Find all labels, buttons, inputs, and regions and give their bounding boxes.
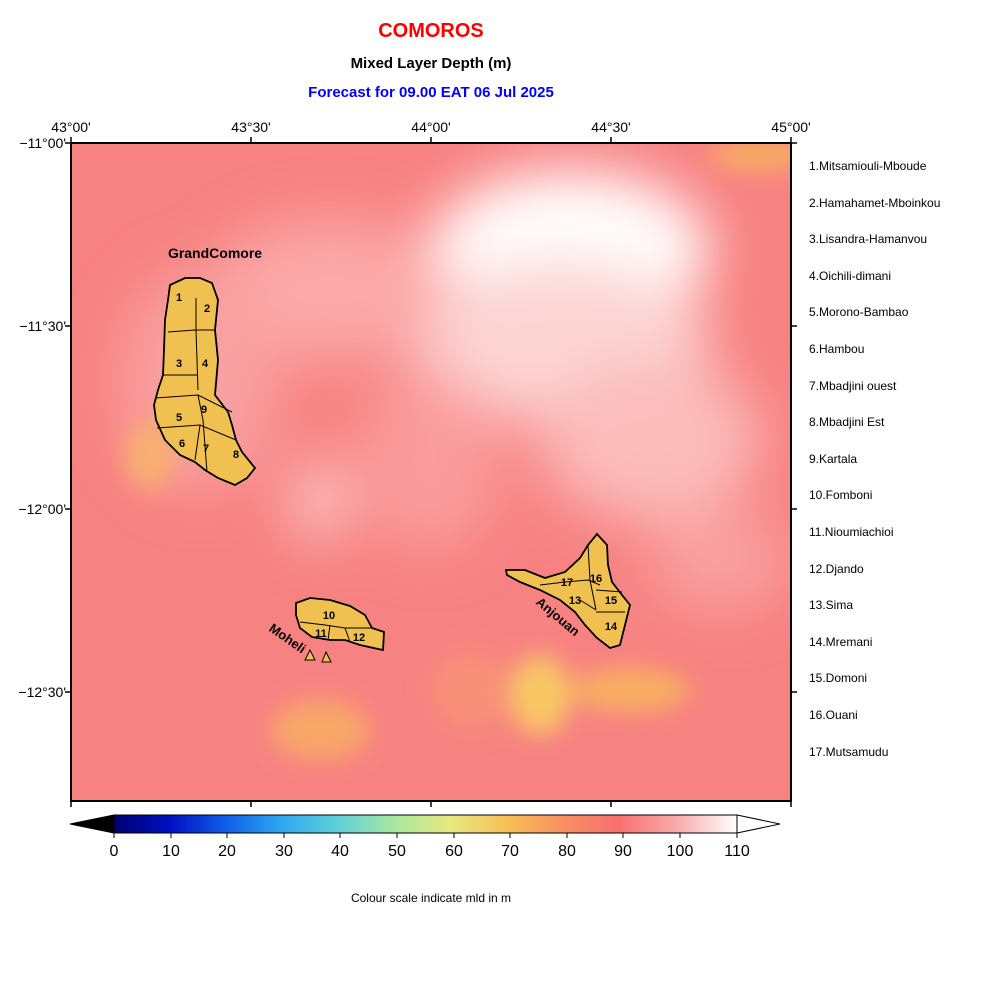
district-legend-item: 14.Mremani (809, 634, 873, 649)
district-number: 5 (176, 412, 182, 424)
district-legend-item: 2.Hamahamet-Mboinkou (809, 195, 941, 210)
district-legend-item: 3.Lisandra-Hamanvou (809, 232, 928, 247)
district-number: 1 (176, 292, 182, 304)
district-legend-item: 15.Domoni (809, 671, 868, 686)
district-number: 17 (561, 577, 573, 589)
lon-tick-label: 43°00' (51, 119, 91, 135)
lat-tick-label: −12°00' (18, 501, 66, 517)
lat-tick-label: −11°30' (19, 318, 66, 334)
district-legend-item: 6.Hambou (809, 341, 865, 356)
island-label-grand-comore: GrandComore (168, 245, 262, 261)
colorbar-label: 100 (666, 843, 694, 860)
colorbar-label: 60 (445, 843, 463, 860)
colorbar-label: 80 (558, 843, 576, 860)
district-legend-item: 11.Nioumiachioi (809, 524, 894, 539)
lon-tick-label: 44°30' (591, 119, 631, 135)
district-legend-item: 1.Mitsamiouli-Mboude (809, 159, 927, 173)
district-legend-item: 8.Mbadjini Est (809, 415, 885, 430)
district-number: 3 (176, 358, 182, 370)
grand-comore-island (153, 277, 257, 487)
district-legend-item: 16.Ouani (809, 707, 858, 722)
map-subtitle: Mixed Layer Depth (m) (350, 55, 512, 72)
colorbar-label: 10 (162, 843, 180, 860)
lat-tick-label: −11°00' (19, 135, 66, 151)
lon-tick-label: 44°00' (411, 119, 451, 135)
axis-ticks (65, 137, 797, 807)
colorbar-label: 20 (218, 843, 236, 860)
district-legend-item: 5.Morono-Bambao (809, 305, 909, 320)
district-legend-item: 13.Sima (809, 598, 854, 613)
district-number: 13 (569, 595, 581, 607)
district-legend-item: 7.Mbadjini ouest (809, 378, 897, 393)
lat-tick-label: −12°30' (18, 684, 66, 700)
district-legend-item: 4.Oichili-dimani (809, 268, 892, 283)
colorbar-label: 70 (501, 843, 519, 860)
district-legend: 1.Mitsamiouli-Mboude 2.Hamahamet-Mboinkou… (809, 158, 940, 780)
colorbar-label: 110 (724, 843, 750, 860)
district-legend-item: 9.Kartala (809, 451, 858, 466)
district-number: 9 (201, 404, 207, 416)
colorbar-label: 30 (275, 843, 293, 860)
map-title: COMOROS (378, 20, 484, 42)
moheli-island (295, 597, 385, 663)
district-number: 15 (605, 595, 617, 607)
district-legend-item: 10.Fomboni (809, 488, 873, 503)
district-number: 6 (179, 438, 185, 450)
district-number: 2 (204, 303, 210, 315)
district-number: 14 (605, 621, 618, 633)
district-number: 10 (323, 610, 335, 622)
colorbar-note: Colour scale indicate mld in m (350, 891, 512, 905)
forecast-time: Forecast for 09.00 EAT 06 Jul 2025 (308, 84, 554, 101)
lon-tick-label: 43°30' (231, 119, 271, 135)
colorbar (69, 814, 781, 838)
district-number: 7 (203, 443, 209, 455)
district-number: 4 (202, 358, 209, 370)
district-numbers: 1 2 3 4 5 6 7 8 9 10 11 12 13 14 15 16 1… (176, 292, 618, 644)
district-legend-item: 12.Djando (809, 561, 864, 576)
anjouan-island (504, 532, 631, 649)
colorbar-label: 40 (331, 843, 349, 860)
district-number: 8 (233, 449, 239, 461)
district-number: 12 (353, 632, 365, 644)
lon-tick-label: 45°00' (771, 119, 811, 135)
colorbar-label: 0 (109, 843, 119, 860)
district-number: 16 (590, 573, 602, 585)
mld-field (71, 143, 791, 801)
district-legend-item: 17.Mutsamudu (809, 744, 889, 759)
district-number: 11 (315, 628, 327, 640)
colorbar-label: 90 (614, 843, 632, 860)
colorbar-label: 50 (388, 843, 406, 860)
